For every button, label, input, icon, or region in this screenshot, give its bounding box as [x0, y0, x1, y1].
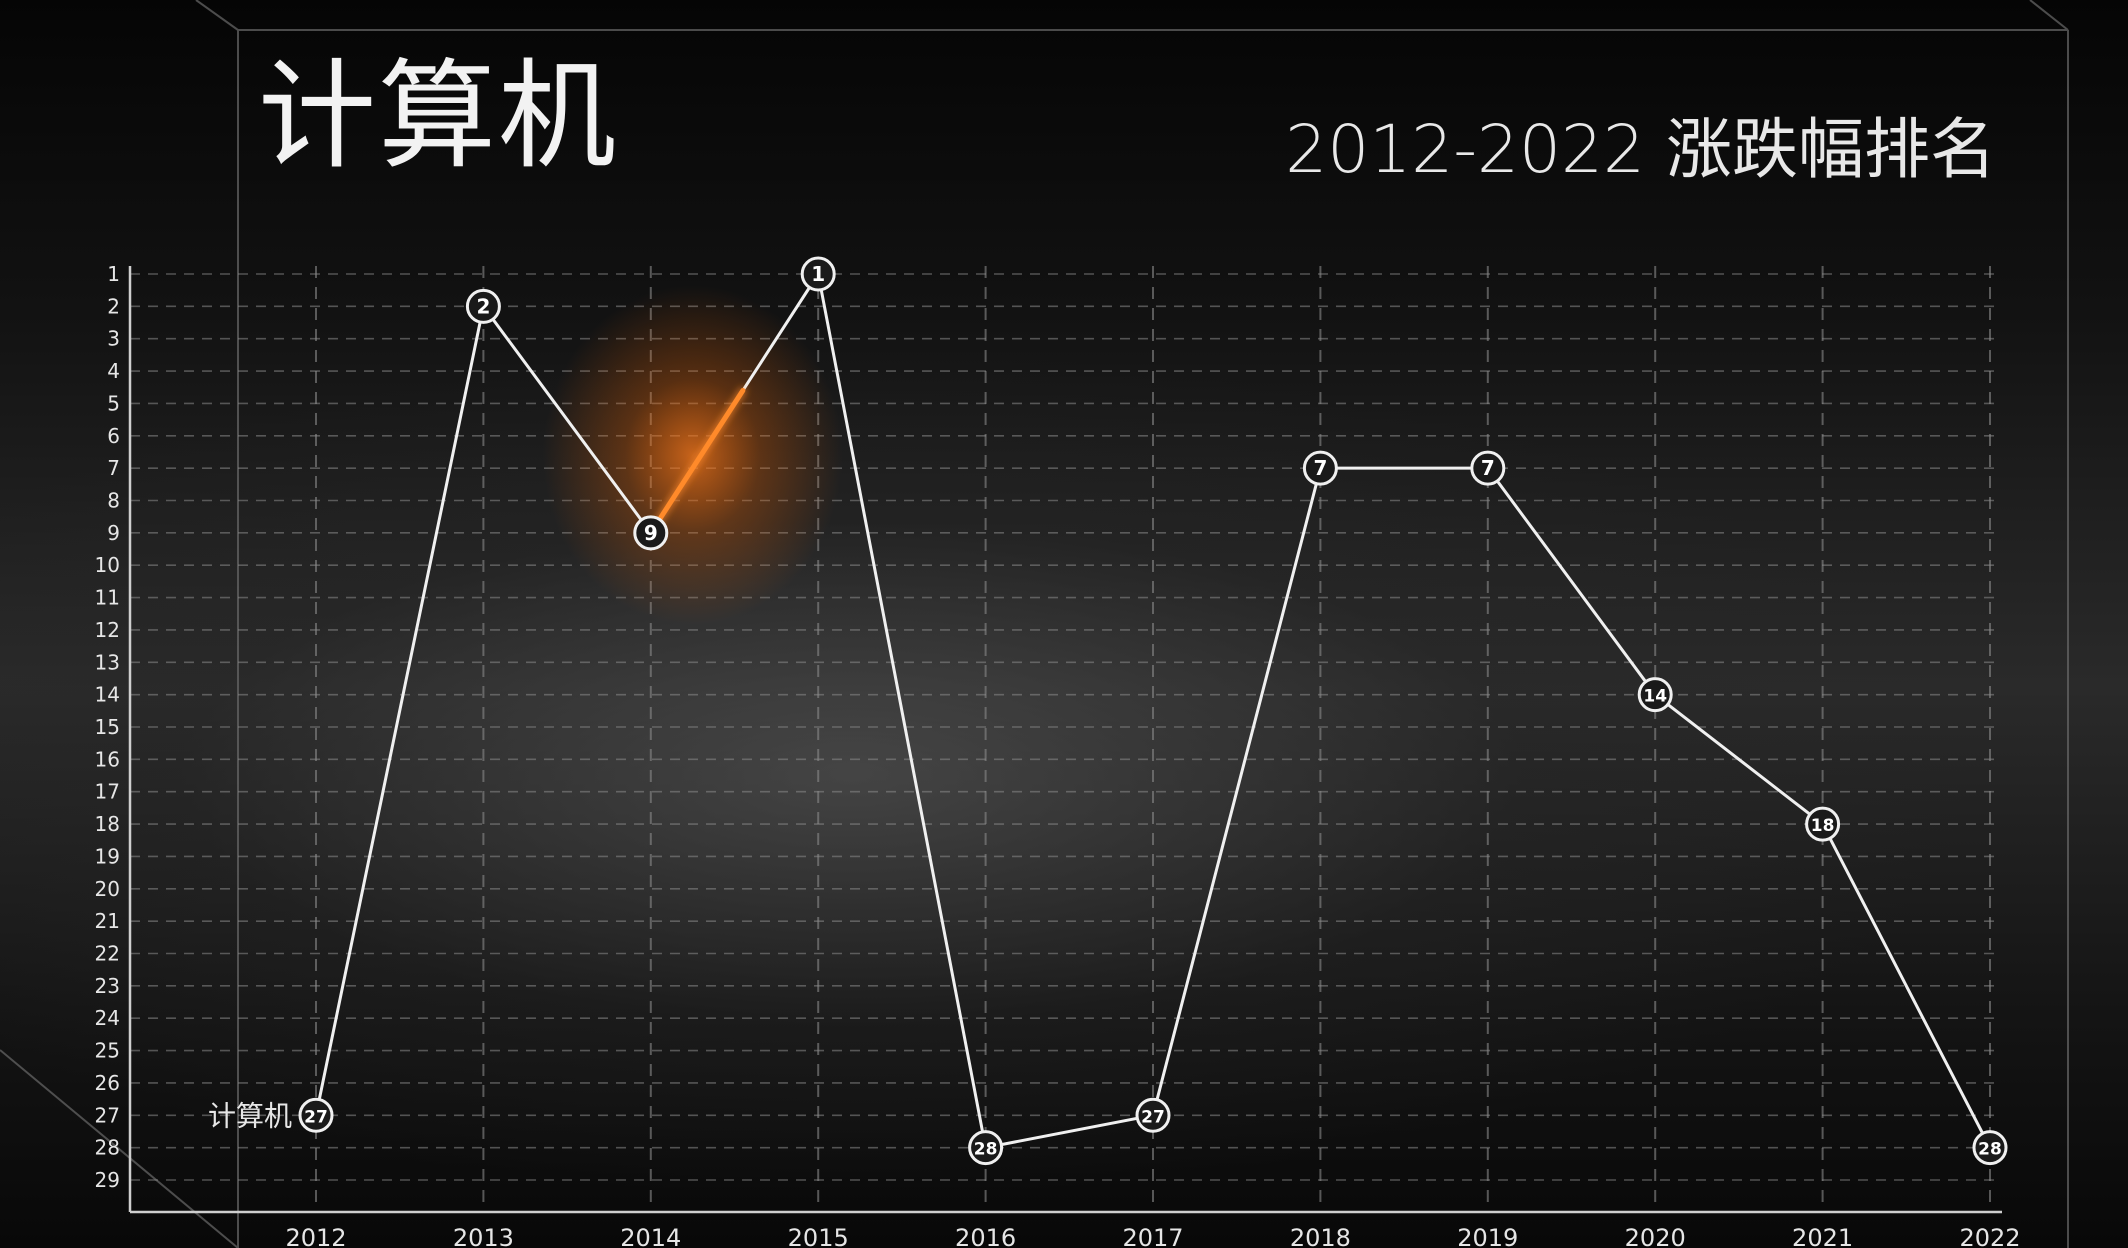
y-tick-label: 4 [107, 359, 120, 383]
y-tick-label: 7 [107, 456, 120, 480]
data-point: 9 [633, 515, 669, 551]
y-tick-label: 21 [95, 909, 120, 933]
data-point: 7 [1470, 450, 1506, 486]
data-point: 28 [1972, 1130, 2008, 1166]
y-tick-label: 11 [95, 586, 120, 610]
data-point-marker [968, 1130, 1004, 1166]
y-tick-label: 25 [95, 1039, 120, 1063]
data-point-marker [633, 515, 669, 551]
y-tick-label: 22 [95, 942, 120, 966]
y-tick-label: 8 [107, 489, 120, 513]
data-label: 27 [304, 1107, 328, 1127]
chart-title: 计算机 [258, 47, 619, 185]
data-point-marker [1637, 677, 1673, 713]
y-tick-label: 1 [107, 262, 120, 286]
x-tick-label: 2019 [1457, 1224, 1518, 1248]
y-tick-label: 15 [95, 715, 120, 739]
x-tick-label: 2014 [620, 1224, 681, 1248]
y-tick-label: 6 [107, 424, 120, 448]
x-tick-label: 2013 [453, 1224, 514, 1248]
data-point-marker [1302, 450, 1338, 486]
y-tick-label: 3 [107, 327, 120, 351]
y-tick-label: 9 [107, 521, 120, 545]
y-tick-label: 17 [95, 780, 120, 804]
y-tick-label: 24 [95, 1006, 120, 1030]
highlight-glow [542, 285, 843, 626]
frame [0, 0, 2069, 1248]
y-tick-label: 14 [95, 683, 120, 707]
highlight-segment [648, 387, 746, 536]
x-tick-label: 2018 [1290, 1224, 1351, 1248]
y-tick-label: 10 [95, 553, 120, 577]
x-tick-label: 2017 [1122, 1224, 1183, 1248]
data-label: 28 [974, 1140, 998, 1160]
data-point-marker [1470, 450, 1506, 486]
y-tick-label: 20 [95, 877, 120, 901]
data-label: 28 [1978, 1140, 2002, 1160]
y-tick-label: 19 [95, 844, 120, 868]
x-tick-label: 2022 [1959, 1224, 2020, 1248]
data-point: 14 [1637, 677, 1673, 713]
data-point: 7 [1302, 450, 1338, 486]
y-tick-label: 13 [95, 650, 120, 674]
data-label: 1 [811, 262, 825, 286]
data-point-marker [298, 1097, 334, 1133]
y-tick-label: 18 [95, 812, 120, 836]
data-point-marker [1972, 1130, 2008, 1166]
data-label: 27 [1141, 1107, 1165, 1127]
x-tick-label: 2021 [1792, 1224, 1853, 1248]
y-tick-label: 2 [107, 294, 120, 318]
data-point-marker [800, 256, 836, 292]
y-tick-label: 23 [95, 974, 120, 998]
data-point: 27 [298, 1097, 334, 1133]
data-label: 7 [1481, 456, 1495, 480]
y-tick-label: 28 [95, 1136, 120, 1160]
y-tick-label: 27 [95, 1103, 120, 1127]
data-label: 18 [1811, 816, 1835, 836]
y-tick-label: 26 [95, 1071, 120, 1095]
chart-subtitle: 2012-2022 涨跌幅排名 [1285, 111, 1996, 188]
axes [128, 266, 2002, 1214]
y-tick-label: 29 [95, 1168, 120, 1192]
x-tick-label: 2015 [788, 1224, 849, 1248]
x-tick-label: 2012 [285, 1224, 346, 1248]
y-tick-label: 5 [107, 391, 120, 415]
data-point: 1 [800, 256, 836, 292]
data-point: 18 [1805, 806, 1841, 842]
markers: 27 2 9 1 28 27 7 7 14 18 28 [298, 256, 2008, 1166]
data-point-marker [1805, 806, 1841, 842]
data-label: 2 [476, 294, 490, 318]
highlight-glow-blob [542, 285, 843, 626]
data-point-marker [465, 288, 501, 324]
data-label: 14 [1643, 687, 1667, 707]
series-name-label: 计算机 [208, 1099, 292, 1132]
x-tick-label: 2016 [955, 1224, 1016, 1248]
data-point-marker [1135, 1097, 1171, 1133]
y-tick-label: 12 [95, 618, 120, 642]
data-label: 7 [1313, 456, 1327, 480]
y-tick-label: 16 [95, 747, 120, 771]
x-tick-label: 2020 [1625, 1224, 1686, 1248]
data-point: 28 [968, 1130, 1004, 1166]
grid [130, 266, 2002, 1212]
data-point: 27 [1135, 1097, 1171, 1133]
data-label: 9 [644, 521, 658, 545]
data-point: 2 [465, 288, 501, 324]
tick-labels: 1234567891011121314151617181920212223242… [95, 262, 2021, 1248]
